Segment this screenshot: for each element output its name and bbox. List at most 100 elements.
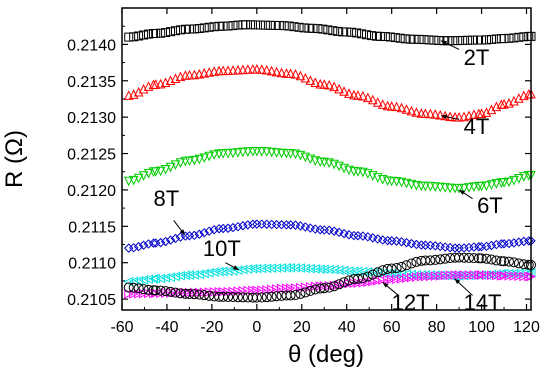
data-point [319, 79, 330, 89]
data-point [396, 261, 407, 272]
data-point [450, 243, 460, 253]
data-point [481, 181, 492, 191]
data-point [266, 219, 277, 230]
data-point [138, 275, 149, 285]
data-point [271, 291, 282, 302]
data-point [406, 258, 417, 269]
data-point [238, 221, 248, 231]
data-point [435, 254, 446, 265]
data-point [333, 265, 344, 275]
data-point [266, 291, 277, 302]
data-point [486, 240, 497, 251]
data-point [223, 65, 233, 75]
data-point [155, 273, 166, 284]
data-point [155, 285, 166, 296]
data-point [262, 285, 272, 295]
data-point [199, 268, 209, 279]
data-point [238, 64, 248, 75]
data-point [243, 147, 253, 157]
data-point [276, 220, 287, 230]
data-point [194, 269, 204, 280]
data-point [218, 65, 228, 76]
data-point [265, 20, 275, 30]
data-point [329, 281, 340, 292]
data-point [175, 158, 186, 168]
data-point [474, 270, 484, 280]
data-point [329, 264, 339, 275]
data-point [339, 277, 350, 288]
data-point [496, 239, 507, 249]
data-point [133, 173, 144, 184]
data-point [411, 180, 422, 191]
data-point [143, 284, 154, 295]
data-point [459, 270, 470, 280]
data-point [277, 283, 287, 294]
data-point [199, 290, 210, 301]
data-point [138, 240, 149, 250]
data-point [266, 263, 277, 274]
data-point [214, 224, 224, 234]
data-point [209, 150, 219, 160]
data-point [476, 241, 487, 252]
data-point [294, 22, 304, 32]
data-point [390, 33, 400, 43]
data-point [128, 242, 139, 253]
data-point [272, 284, 282, 294]
data-point [496, 270, 507, 281]
series-label-2T: 2T [464, 45, 490, 70]
data-point [228, 148, 238, 159]
data-point [334, 227, 344, 238]
data-point [310, 77, 321, 87]
data-point [285, 149, 296, 159]
data-point [469, 270, 480, 280]
data-point [454, 252, 465, 263]
data-point [386, 101, 397, 111]
data-point [223, 291, 234, 302]
data-point [261, 147, 272, 157]
data-point [257, 285, 267, 296]
x-tick-label: -60 [110, 319, 133, 336]
data-point [474, 242, 484, 252]
data-point [199, 228, 209, 238]
data-point [189, 289, 200, 300]
data-point [204, 287, 215, 297]
data-point [223, 223, 233, 233]
data-point [420, 108, 431, 119]
data-point [199, 23, 209, 33]
data-point [324, 282, 335, 293]
y-tick-label: 0.2135 [67, 74, 116, 91]
data-point [491, 255, 502, 266]
data-point [459, 183, 469, 194]
data-point [209, 22, 219, 32]
data-point [509, 271, 520, 281]
x-tick-label: 20 [293, 319, 311, 336]
data-point [401, 260, 412, 271]
data-point [352, 273, 363, 284]
data-point [228, 292, 239, 303]
data-point [160, 164, 171, 175]
data-point [150, 285, 161, 296]
x-tick-label: 100 [468, 319, 495, 336]
series-8T [124, 219, 536, 253]
data-point [429, 35, 439, 45]
data-point [440, 183, 450, 193]
data-point [170, 26, 180, 36]
data-point [189, 270, 199, 280]
data-point [419, 35, 429, 45]
data-point [139, 30, 149, 40]
data-point [396, 269, 407, 279]
data-point [255, 20, 265, 30]
data-point [508, 257, 519, 268]
data-point [453, 270, 464, 281]
data-point [440, 253, 451, 264]
series-annotations: 2T 4T 6T 8T 10T 12T 14T [153, 40, 503, 315]
data-point [170, 233, 181, 244]
data-point [223, 148, 233, 159]
data-point [184, 270, 194, 280]
data-point [509, 238, 519, 248]
data-point [504, 177, 514, 188]
series-label-4T: 4T [464, 114, 490, 139]
series-6T [123, 146, 536, 194]
data-point [513, 268, 524, 279]
data-point [143, 168, 154, 179]
